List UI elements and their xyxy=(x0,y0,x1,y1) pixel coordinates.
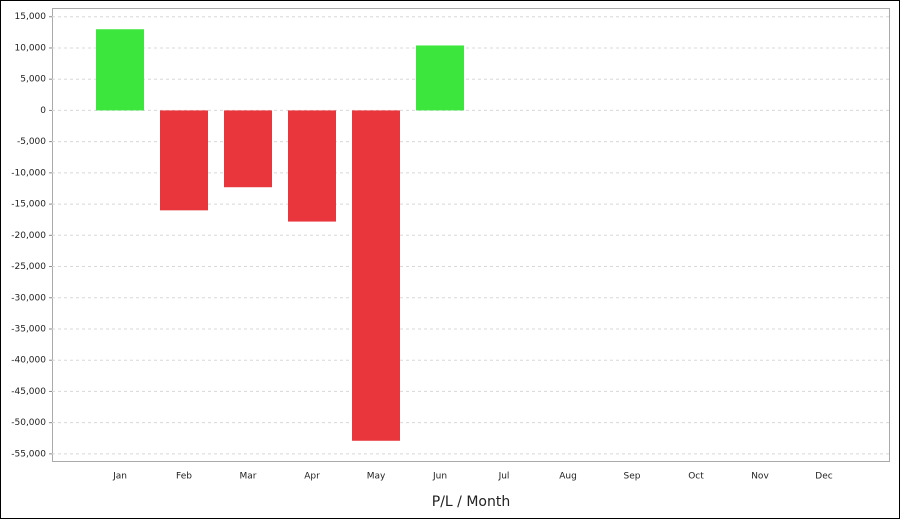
y-tick-label: -50,000 xyxy=(11,418,46,428)
y-tick-label: -45,000 xyxy=(11,387,46,397)
x-axis-title: P/L / Month xyxy=(432,494,510,510)
x-tick-label: Sep xyxy=(624,472,641,482)
y-tick-label: -30,000 xyxy=(11,293,46,303)
y-tick-label: 5,000 xyxy=(20,75,46,85)
y-tick-label: 15,000 xyxy=(15,12,47,22)
y-tick-label: -40,000 xyxy=(11,356,46,366)
y-tick-label: 0 xyxy=(40,106,46,116)
bar xyxy=(352,110,400,441)
x-tick-label: Apr xyxy=(304,472,320,482)
x-tick-label: Jul xyxy=(498,472,510,482)
y-tick-label: -10,000 xyxy=(11,168,46,178)
x-tick-label: May xyxy=(367,472,386,482)
x-tick-label: Dec xyxy=(815,472,832,482)
y-tick-label: -5,000 xyxy=(17,137,46,147)
y-tick-label: 10,000 xyxy=(15,43,47,53)
y-tick-label: -15,000 xyxy=(11,200,46,210)
x-tick-label: Aug xyxy=(559,472,577,482)
bar xyxy=(224,110,272,188)
y-tick-label: -35,000 xyxy=(11,324,46,334)
bar xyxy=(160,110,208,211)
bar xyxy=(416,45,464,111)
x-tick-label: Feb xyxy=(176,472,192,482)
x-tick-label: Jun xyxy=(432,472,447,482)
x-tick-label: Jan xyxy=(112,472,127,482)
bar xyxy=(288,110,336,222)
y-tick-label: -25,000 xyxy=(11,262,46,272)
bar xyxy=(96,29,144,111)
x-tick-label: Nov xyxy=(751,472,769,482)
x-tick-label: Mar xyxy=(240,472,257,482)
x-tick-label: Oct xyxy=(688,472,704,482)
y-tick-label: -55,000 xyxy=(11,449,46,459)
y-tick-label: -20,000 xyxy=(11,231,46,241)
